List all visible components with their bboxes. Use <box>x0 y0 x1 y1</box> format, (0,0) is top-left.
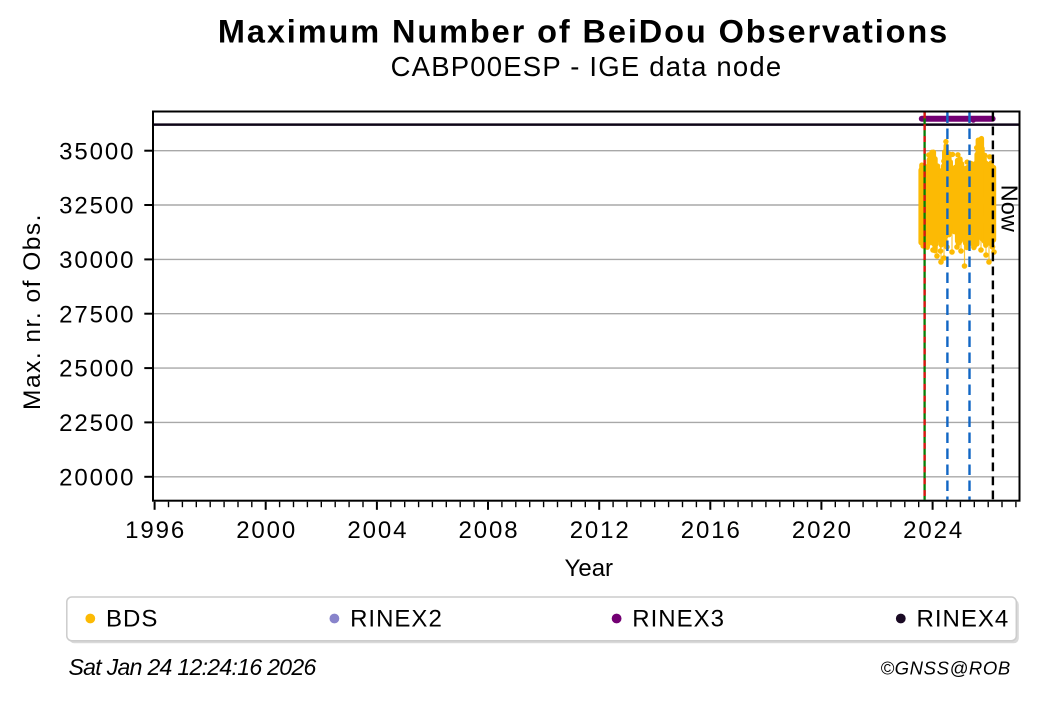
svg-text:1996: 1996 <box>125 517 186 544</box>
svg-text:22500: 22500 <box>59 410 135 437</box>
svg-text:25000: 25000 <box>59 356 135 383</box>
svg-text:2020: 2020 <box>792 517 853 544</box>
svg-text:2004: 2004 <box>347 517 408 544</box>
svg-text:2024: 2024 <box>903 517 964 544</box>
svg-text:30000: 30000 <box>59 247 135 274</box>
svg-text:Now: Now <box>996 185 1022 233</box>
svg-text:RINEX3: RINEX3 <box>632 605 725 632</box>
svg-text:CABP00ESP - IGE data node: CABP00ESP - IGE data node <box>391 51 783 82</box>
svg-text:32500: 32500 <box>59 193 135 220</box>
svg-text:35000: 35000 <box>59 138 135 165</box>
svg-text:2012: 2012 <box>570 517 631 544</box>
svg-text:BDS: BDS <box>106 605 158 632</box>
svg-text:RINEX4: RINEX4 <box>917 605 1010 632</box>
svg-text:20000: 20000 <box>59 464 135 491</box>
svg-text:27500: 27500 <box>59 301 135 328</box>
svg-text:Sat Jan 24 12:24:16 2026: Sat Jan 24 12:24:16 2026 <box>69 654 317 680</box>
svg-text:Maximum Number of BeiDou Obser: Maximum Number of BeiDou Observations <box>218 14 949 50</box>
svg-text:Year: Year <box>565 555 614 582</box>
svg-text:©GNSS@ROB: ©GNSS@ROB <box>880 658 1010 679</box>
svg-text:RINEX2: RINEX2 <box>350 605 443 632</box>
svg-text:2008: 2008 <box>459 517 520 544</box>
svg-text:2000: 2000 <box>236 517 297 544</box>
svg-text:2016: 2016 <box>681 517 742 544</box>
svg-text:Max. nr. of Obs.: Max. nr. of Obs. <box>19 213 46 410</box>
